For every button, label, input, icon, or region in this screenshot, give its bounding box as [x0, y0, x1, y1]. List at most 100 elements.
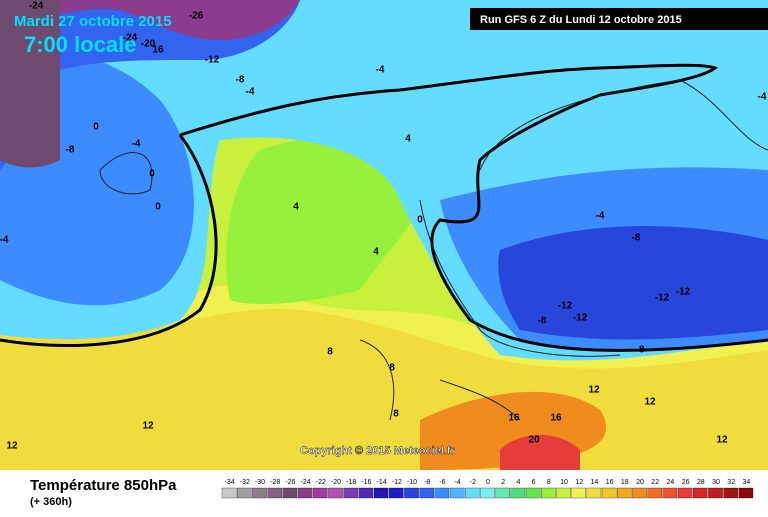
contour-label: 16: [550, 413, 562, 424]
legend-swatch: [541, 487, 556, 499]
contour-label: -4: [246, 87, 255, 98]
contour-label: -4: [758, 92, 767, 103]
legend-swatch: [343, 487, 358, 499]
legend-swatch: [237, 487, 252, 499]
legend-label: -12: [392, 479, 402, 486]
contour-label: -12: [558, 301, 573, 312]
legend-label: -30: [255, 479, 265, 486]
legend-label: -22: [316, 479, 326, 486]
legend-swatch: [632, 487, 647, 499]
legend-swatch: [693, 487, 708, 499]
legend-swatch: [313, 487, 328, 499]
legend-swatch: [617, 487, 632, 499]
copyright: Copyright © 2015 Meteociel.fr: [300, 445, 456, 457]
contour-label: 0: [417, 215, 423, 226]
contour-label: 4: [293, 202, 299, 213]
legend-label: 12: [575, 479, 583, 486]
legend-label: -20: [331, 479, 341, 486]
contour-label: -20: [141, 39, 156, 50]
coastline: [359, 339, 521, 421]
contour-label: -24: [123, 33, 138, 44]
legend-label: -28: [270, 479, 280, 486]
legend-label: 20: [636, 479, 644, 486]
contour-label: 8: [393, 409, 399, 420]
contour-label: -26: [189, 11, 204, 22]
legend-label: -2: [470, 479, 476, 486]
legend-swatch: [419, 487, 434, 499]
legend-swatch: [434, 487, 450, 499]
contour-label: 12: [588, 385, 600, 396]
contour-label: 0: [93, 122, 99, 133]
contour-label: 0: [155, 202, 161, 213]
legend-swatch: [677, 487, 693, 499]
legend-label: 6: [532, 479, 536, 486]
legend-label: -24: [301, 479, 311, 486]
contour-label: 12: [6, 441, 18, 452]
lead-time: (+ 360h): [30, 496, 72, 508]
contour-label: 16: [152, 45, 164, 56]
legend-label: -34: [225, 479, 235, 486]
contour-label: -4: [0, 235, 9, 246]
contour-label: 20: [528, 435, 540, 446]
legend-swatch: [328, 487, 343, 499]
legend-label: 2: [501, 479, 505, 486]
run-info: Run GFS 6 Z du Lundi 12 octobre 2015: [480, 14, 682, 26]
contour-label: -4: [376, 65, 385, 76]
legend-label: 4: [516, 479, 520, 486]
contour-label: -12: [205, 55, 220, 66]
contour-label: 16: [508, 413, 520, 424]
zero-isotherm: [179, 63, 768, 352]
contour-label: -8: [538, 316, 547, 327]
very-cold-zone: [0, 0, 60, 168]
legend-swatch: [647, 487, 662, 499]
legend-label: 10: [560, 479, 568, 486]
legend-swatch: [465, 487, 480, 499]
legend-swatch: [723, 487, 738, 499]
contour-label: -12: [676, 287, 691, 298]
contour-label: -8: [632, 233, 641, 244]
zero-isotherm: [0, 134, 218, 348]
contour-label: -12: [573, 313, 588, 324]
coastline: [419, 199, 621, 357]
legend-label: 30: [712, 479, 720, 486]
time: 7:00 locale: [24, 32, 137, 57]
contour-label: 4: [373, 247, 379, 258]
legend-swatch: [297, 487, 313, 499]
contour-label: 12: [142, 421, 154, 432]
contour-label: 8: [389, 363, 395, 374]
legend-label: -14: [377, 479, 387, 486]
contour-label: 12: [716, 435, 728, 446]
contour-label: 4: [405, 134, 411, 145]
cold-zone: [0, 0, 300, 170]
legend-swatch: [480, 487, 495, 499]
contour-label: -4: [596, 211, 605, 222]
coastline: [479, 79, 768, 171]
legend-swatch: [373, 487, 389, 499]
legend-label: -26: [285, 479, 295, 486]
legend-label: -32: [240, 479, 250, 486]
legend-swatch: [449, 487, 465, 499]
legend-label: 18: [621, 479, 629, 486]
run-box: [470, 8, 768, 30]
legend-swatch: [282, 487, 298, 499]
legend-label: 14: [591, 479, 599, 486]
legend-swatch: [252, 487, 267, 499]
warm-zone: [500, 435, 580, 470]
legend-swatch: [586, 487, 602, 499]
contour-label: -4: [132, 139, 141, 150]
legend-label: -16: [361, 479, 371, 486]
contour-label: -12: [655, 293, 670, 304]
contour-label: -8: [236, 75, 245, 86]
legend-swatch: [738, 487, 754, 499]
contour-label: 12: [644, 397, 656, 408]
contour-label: -8: [66, 145, 75, 156]
legend-swatch: [389, 487, 404, 499]
legend-label: 28: [697, 479, 705, 486]
cold-zone: [300, 0, 360, 20]
footer-title: Température 850hPa: [30, 477, 177, 494]
legend-label: 8: [547, 479, 551, 486]
legend-label: 32: [727, 479, 735, 486]
legend-swatch: [221, 487, 237, 499]
